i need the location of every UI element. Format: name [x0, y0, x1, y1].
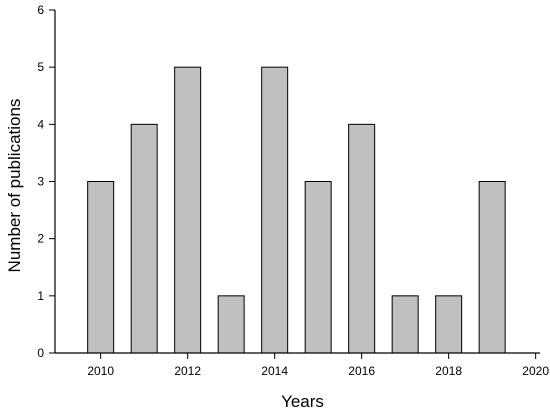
y-axis-label: Number of publications: [5, 99, 24, 273]
x-tick-label: 2012: [174, 364, 201, 378]
y-tick-label: 6: [37, 3, 44, 17]
x-tick-label: 2010: [87, 364, 114, 378]
bar-2019: [478, 181, 506, 354]
x-axis-label: Years: [281, 392, 324, 411]
bar-2015: [304, 181, 332, 354]
bars-group: [87, 66, 506, 354]
bar-2018: [435, 295, 463, 354]
axes-group: [54, 10, 540, 354]
bar-2016: [348, 123, 376, 354]
y-tick-label: 4: [37, 117, 44, 131]
y-tick-label: 2: [37, 232, 44, 246]
x-tick-label: 2016: [348, 364, 375, 378]
bar-2011: [130, 123, 158, 354]
x-tick-label: 2020: [522, 364, 549, 378]
bar-2017: [391, 295, 419, 354]
bar-2014: [261, 66, 289, 354]
y-tick-label: 1: [37, 289, 44, 303]
y-tick-label: 5: [37, 60, 44, 74]
x-tick-label: 2014: [261, 364, 288, 378]
bar-2012: [174, 66, 202, 354]
x-ticks-group: 2010 2012 2014 2016 2018 2020: [87, 353, 549, 378]
x-tick-label: 2018: [435, 364, 462, 378]
bar-2010: [87, 181, 115, 354]
y-ticks-group: 0 1 2 3 4 5 6: [37, 3, 55, 360]
y-tick-label: 3: [37, 175, 44, 189]
y-tick-label: 0: [37, 346, 44, 360]
bar-2013: [217, 295, 245, 354]
